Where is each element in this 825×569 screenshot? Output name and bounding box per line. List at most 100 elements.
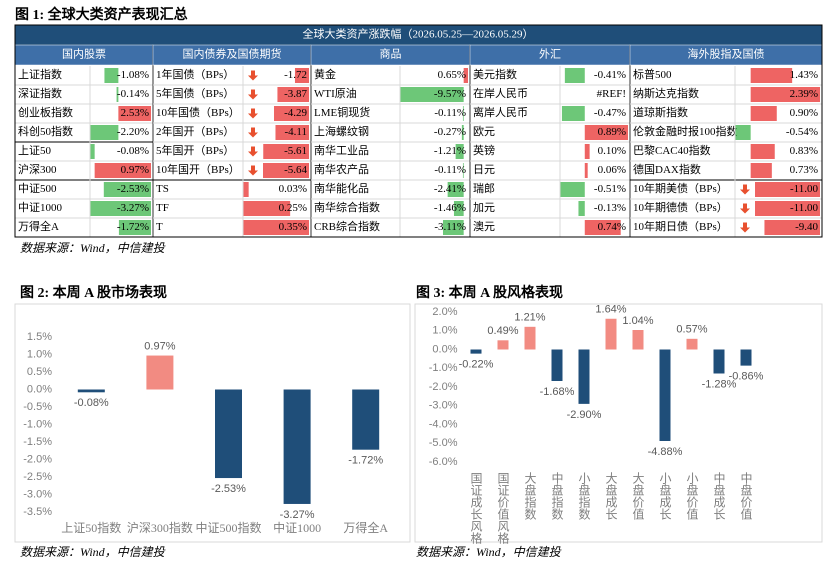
- asset-name: CRB综合指数: [314, 219, 380, 233]
- data-bar: [263, 144, 309, 159]
- y-tick-label: -3.0%: [429, 400, 458, 412]
- table-title-bar: [15, 25, 822, 45]
- data-bar: [90, 201, 151, 216]
- asset-change: -0.11%: [434, 107, 466, 119]
- bar-value-label: -2.53%: [211, 483, 246, 495]
- asset-name: 深证指数: [18, 86, 62, 100]
- x-tick-label: 上证50指数: [61, 520, 121, 535]
- y-tick-label: -2.5%: [23, 471, 52, 483]
- data-bar: [750, 144, 775, 159]
- x-tick-label: 大盘成长: [604, 472, 618, 520]
- data-bar: [455, 144, 464, 159]
- asset-name: 纳斯达克指数: [633, 86, 699, 100]
- asset-name: 瑞郎: [473, 181, 495, 195]
- asset-name: 中证1000: [18, 201, 62, 214]
- bar: [740, 349, 752, 366]
- data-bar: [118, 106, 151, 121]
- data-bar: [764, 220, 820, 235]
- bar: [659, 349, 671, 441]
- asset-name: 伦敦金融时报100指数: [633, 124, 738, 138]
- y-tick-label: -1.5%: [23, 436, 52, 448]
- bar: [352, 389, 380, 450]
- asset-name: 南华综合指数: [314, 200, 380, 214]
- data-bar: [564, 68, 585, 83]
- source-note: 数据来源：Wind，中信建投: [416, 545, 562, 559]
- asset-change: 0.25%: [279, 202, 307, 214]
- x-tick-label: 沪深300指数: [127, 520, 193, 535]
- asset-change: -0.11%: [434, 164, 466, 176]
- asset-name: TS: [156, 183, 169, 195]
- bar-value-label: -0.08%: [74, 397, 109, 409]
- y-tick-label: -1.0%: [23, 418, 52, 430]
- x-tick-label: 大盘价值: [631, 472, 645, 521]
- asset-change: -4.11: [284, 126, 307, 138]
- asset-name: TF: [156, 202, 169, 214]
- y-tick-label: -3.0%: [23, 488, 52, 500]
- data-bar: [275, 125, 309, 140]
- data-bar: [462, 106, 464, 121]
- data-bar: [243, 220, 309, 235]
- asset-change: 0.89%: [598, 126, 626, 138]
- asset-name: 科创50指数: [18, 124, 73, 138]
- data-bar: [294, 68, 309, 83]
- asset-change: 0.03%: [279, 183, 307, 195]
- data-bar: [90, 144, 95, 159]
- y-tick-label: 1.5%: [27, 331, 52, 343]
- asset-change: -5.64: [284, 164, 307, 176]
- y-tick-label: 0.5%: [27, 366, 52, 378]
- x-tick-label: 中证1000: [273, 520, 321, 535]
- x-tick-label: 国证成长风格: [469, 472, 483, 544]
- asset-name: 南华农产品: [314, 162, 369, 176]
- asset-name: 10年期美债（BPs）: [633, 181, 728, 195]
- asset-change: 1.43%: [790, 69, 818, 81]
- asset-name: 离岸人民币: [473, 105, 528, 119]
- data-bar: [462, 163, 464, 178]
- asset-name: 巴黎CAC40指数: [633, 143, 711, 157]
- asset-name: 南华能化品: [314, 181, 369, 195]
- bar-value-label: -0.86%: [729, 371, 764, 383]
- y-tick-label: 1.0%: [432, 325, 457, 337]
- asset-name: 上证50: [18, 144, 51, 157]
- asset-change: -0.08%: [117, 145, 149, 157]
- asset-change: -1.21%: [434, 145, 466, 157]
- down-arrow-icon: [740, 222, 750, 233]
- column-header: 外汇: [539, 48, 561, 61]
- data-bar: [584, 125, 628, 140]
- asset-change: -0.51%: [594, 183, 626, 195]
- asset-name: 美元指数: [473, 67, 517, 81]
- bar-value-label: -1.28%: [702, 378, 737, 390]
- bar: [215, 389, 242, 479]
- bar-value-label: -1.72%: [348, 455, 383, 467]
- bar: [632, 330, 644, 350]
- asset-change: 0.83%: [790, 145, 818, 157]
- y-tick-label: 2.0%: [432, 306, 457, 318]
- bar: [77, 389, 105, 393]
- data-bar: [750, 68, 793, 83]
- asset-name: 10年国开（BPs）: [156, 162, 240, 176]
- asset-change: -9.57%: [434, 88, 466, 100]
- data-bar: [94, 163, 151, 178]
- down-arrow-icon: [248, 108, 258, 119]
- x-tick-label: 中盘价值: [739, 471, 753, 521]
- data-bar: [263, 163, 309, 178]
- y-tick-label: -4.0%: [429, 418, 458, 430]
- asset-change: -3.11%: [434, 221, 466, 233]
- asset-change: -4.29: [284, 107, 307, 119]
- data-bar: [578, 201, 585, 216]
- bar: [551, 349, 563, 381]
- asset-name: 创业板指数: [18, 105, 73, 119]
- bar: [713, 349, 725, 374]
- y-tick-label: -6.0%: [429, 456, 458, 468]
- asset-name: 澳元: [473, 220, 495, 233]
- asset-change: -2.41%: [434, 183, 466, 195]
- data-bar: [277, 87, 309, 102]
- asset-change: -0.47%: [594, 107, 626, 119]
- asset-name: 英镑: [473, 143, 495, 157]
- down-arrow-icon: [248, 165, 258, 176]
- data-bar: [90, 125, 119, 140]
- column-header: 国内债券及国债期货: [183, 47, 282, 61]
- bar-value-label: -3.27%: [280, 509, 315, 521]
- down-arrow-icon: [248, 146, 258, 157]
- data-bar: [243, 201, 291, 216]
